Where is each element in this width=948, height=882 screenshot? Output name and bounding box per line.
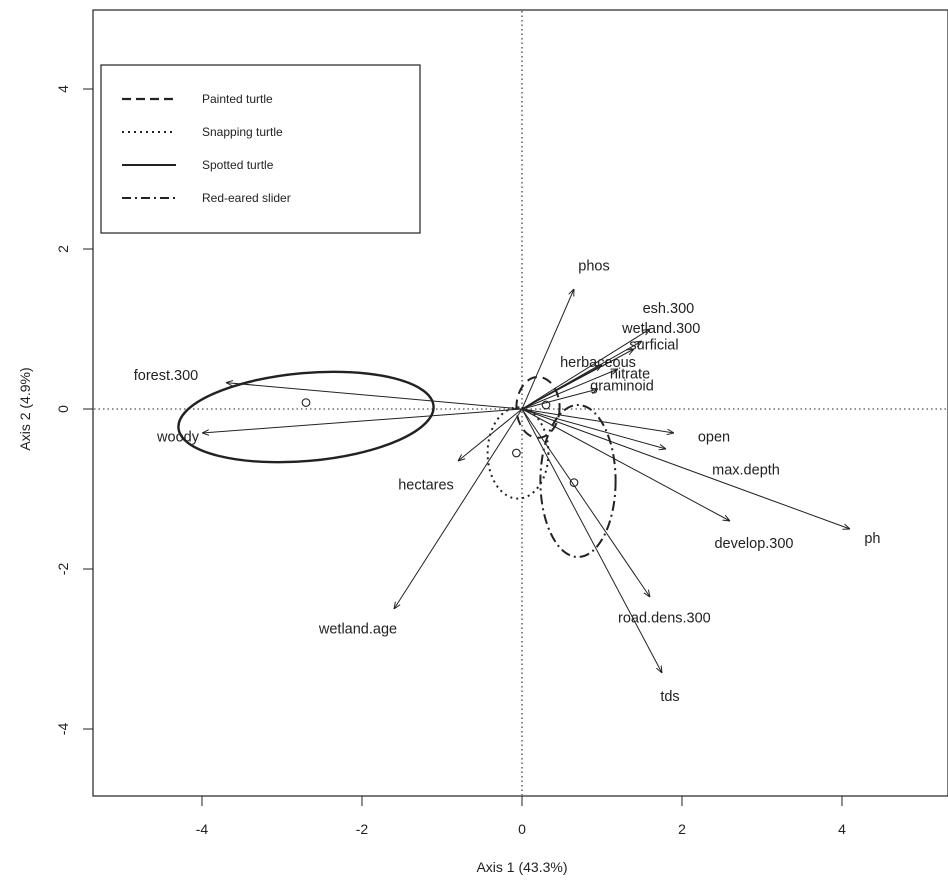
legend-label-painted: Painted turtle <box>202 92 273 106</box>
vector-max-depth <box>521 408 666 449</box>
vector-label-forest-300: forest.300 <box>134 368 199 384</box>
vector-label-open: open <box>698 430 730 446</box>
y-tick-label: 0 <box>55 405 71 413</box>
x-tick-label: 4 <box>838 821 846 837</box>
vector-wetland-age <box>394 408 523 609</box>
ellipse-snapping-turtle <box>486 406 550 500</box>
vector-woody <box>202 408 523 433</box>
ellipse-painted-turtle <box>515 376 561 439</box>
legend: Painted turtle Snapping turtle Spotted t… <box>100 64 421 234</box>
legend-box <box>100 64 421 234</box>
legend-label-red-eared: Red-eared slider <box>202 191 291 205</box>
vector-label-graminoid: graminoid <box>590 378 654 394</box>
x-tick-label: -2 <box>356 821 369 837</box>
legend-label-snapping: Snapping turtle <box>202 125 283 139</box>
vector-label-develop-300: develop.300 <box>714 536 793 552</box>
vector-road-dens-300 <box>521 408 650 597</box>
vector-ph <box>521 408 850 529</box>
vector-label-wetland-300: wetland.300 <box>621 321 700 337</box>
x-tick-label: -4 <box>196 821 209 837</box>
vector-label-esh-300: esh.300 <box>643 301 695 317</box>
y-tick-label: 4 <box>55 85 71 93</box>
vector-label-surficial: surficial <box>629 338 678 354</box>
x-tick-label: 2 <box>678 821 686 837</box>
vector-label-wetland-age: wetland.age <box>318 622 397 638</box>
ellipse-spotted-turtle <box>177 370 435 464</box>
vector-nitrate <box>521 369 618 410</box>
centroid-red-eared-slider <box>569 478 579 487</box>
vector-label-ph: ph <box>864 531 880 547</box>
centroid-spotted-turtle <box>301 398 311 407</box>
vector-label-hectares: hectares <box>398 478 454 494</box>
y-tick-label: -4 <box>55 723 71 736</box>
vector-label-road-dens-300: road.dens.300 <box>618 610 711 626</box>
ellipse-red-eared-slider <box>539 404 617 558</box>
vector-forest-300 <box>226 383 523 410</box>
vector-label-max-depth: max.depth <box>712 462 780 478</box>
vector-herbaceous <box>521 365 602 410</box>
vector-phos <box>521 289 574 410</box>
vector-label-nitrate: nitrate <box>610 366 650 382</box>
vector-label-woody: woody <box>156 430 200 446</box>
vector-label-tds: tds <box>660 689 679 705</box>
vector-label-phos: phos <box>578 258 609 274</box>
vector-tds <box>521 408 662 673</box>
plot-frame <box>92 9 948 797</box>
y-tick-label: -2 <box>55 563 71 576</box>
vector-label-herbaceous: herbaceous <box>560 355 636 371</box>
vector-esh-300 <box>521 329 650 410</box>
vector-hectares <box>458 408 523 461</box>
x-axis-label: Axis 1 (43.3%) <box>476 859 567 875</box>
centroid-painted-turtle <box>541 400 551 410</box>
vector-develop-300 <box>521 408 730 521</box>
centroid-snapping-turtle <box>512 448 521 458</box>
x-tick-label: 0 <box>518 821 526 837</box>
legend-label-spotted: Spotted turtle <box>202 158 274 172</box>
y-tick-label: 2 <box>55 245 71 253</box>
vector-open <box>521 408 674 433</box>
y-axis-label: Axis 2 (4.9%) <box>17 367 33 450</box>
vector-graminoid <box>521 389 598 410</box>
